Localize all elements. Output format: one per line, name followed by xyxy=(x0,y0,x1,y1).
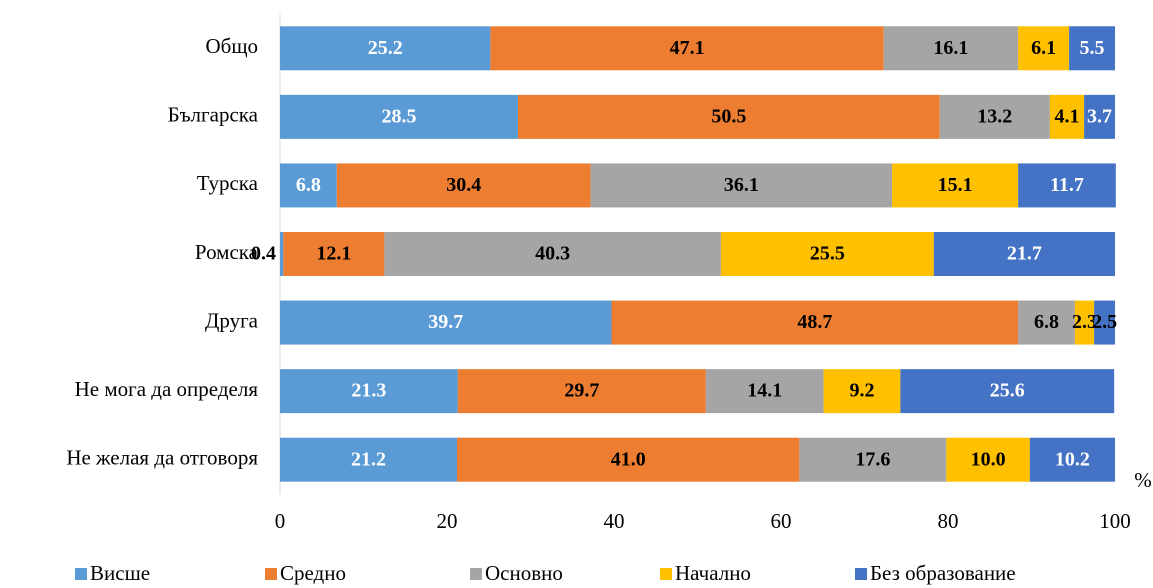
legend-swatch xyxy=(75,568,87,580)
bar-segment xyxy=(1018,163,1116,208)
legend-swatch xyxy=(470,568,482,580)
bar-segment xyxy=(892,163,1019,208)
data-label: 6.8 xyxy=(296,174,321,196)
data-label: 10.0 xyxy=(971,448,1006,470)
bar-segment xyxy=(336,163,591,208)
legend-label: Висше xyxy=(90,561,150,585)
data-label: 29.7 xyxy=(564,380,599,402)
data-label: 2.5 xyxy=(1092,311,1117,333)
data-label: 5.5 xyxy=(1080,37,1105,59)
data-label: 11.7 xyxy=(1050,174,1084,196)
data-label: 17.6 xyxy=(855,448,890,470)
bar-segment xyxy=(946,437,1030,482)
data-label: 4.1 xyxy=(1054,105,1079,127)
data-label: 12.1 xyxy=(316,243,351,265)
data-label: 9.2 xyxy=(849,380,874,402)
legend-label: Основно xyxy=(485,561,563,585)
bar-segment xyxy=(1018,300,1075,345)
bar-segment xyxy=(823,369,901,414)
x-tick-label: 100 xyxy=(1099,509,1131,533)
data-label: 6.8 xyxy=(1034,311,1059,333)
data-label: 21.7 xyxy=(1007,243,1042,265)
bar-segment xyxy=(1074,300,1095,345)
data-label: 10.2 xyxy=(1055,448,1090,470)
bar-segment xyxy=(1094,300,1115,345)
data-label: 2.3 xyxy=(1072,311,1097,333)
data-label: 39.7 xyxy=(428,311,463,333)
data-label: 3.7 xyxy=(1087,105,1112,127)
data-label: 25.5 xyxy=(810,243,845,265)
legend-swatch xyxy=(855,568,867,580)
bar-segment xyxy=(384,232,721,276)
x-tick-label: 0 xyxy=(275,509,286,533)
bar-segment xyxy=(1049,94,1085,139)
bar-segment xyxy=(280,163,337,208)
data-label: 21.2 xyxy=(351,448,386,470)
y-tick-label: Общо xyxy=(205,34,258,58)
y-tick-label: Друга xyxy=(205,308,259,332)
bar-segment xyxy=(280,300,612,345)
legend-label: Без образование xyxy=(870,561,1016,585)
data-label: 28.5 xyxy=(381,105,416,127)
bar-segment xyxy=(799,437,947,482)
bar-segment xyxy=(720,232,934,276)
y-tick-label: Българска xyxy=(168,103,259,127)
data-label: 30.4 xyxy=(446,174,481,196)
y-tick-label: Турска xyxy=(197,171,259,195)
x-tick-label: 60 xyxy=(771,509,792,533)
y-tick-label: Не мога да определя xyxy=(75,377,259,401)
bar-segment xyxy=(939,94,1050,139)
legend-swatch xyxy=(265,568,277,580)
y-tick-label: Ромска xyxy=(195,240,259,264)
bar-segment xyxy=(1084,94,1115,139)
data-label: 36.1 xyxy=(724,174,759,196)
bar-segment xyxy=(283,232,385,276)
data-label: 16.1 xyxy=(933,37,968,59)
data-label: 47.1 xyxy=(670,37,705,59)
data-label: 0.4 xyxy=(251,243,276,265)
bar-segment xyxy=(457,437,800,482)
bar-segment xyxy=(280,437,458,482)
x-tick-label: 40 xyxy=(604,509,625,533)
x-axis-unit: % xyxy=(1134,468,1152,492)
data-label: 40.3 xyxy=(535,243,570,265)
bar-segment xyxy=(883,26,1019,71)
bar-segment xyxy=(1029,437,1115,482)
legend-swatch xyxy=(660,568,672,580)
bar-segment xyxy=(1069,26,1115,71)
bar-segment xyxy=(933,232,1115,276)
legend-label: Средно xyxy=(280,561,346,585)
bar-segment xyxy=(900,369,1115,414)
bar-segment xyxy=(280,232,284,276)
bar-segment xyxy=(590,163,893,208)
data-label: 14.1 xyxy=(747,380,782,402)
bar-segment xyxy=(1018,26,1070,71)
x-tick-label: 80 xyxy=(938,509,959,533)
bar-segment xyxy=(611,300,1019,345)
bar-segment xyxy=(490,26,884,71)
data-label: 41.0 xyxy=(611,448,646,470)
bar-segment xyxy=(280,26,491,71)
data-label: 15.1 xyxy=(938,174,973,196)
data-label: 13.2 xyxy=(977,105,1012,127)
data-label: 21.3 xyxy=(351,380,386,402)
bar-segment xyxy=(280,94,518,139)
x-tick-label: 20 xyxy=(437,509,458,533)
y-tick-label: Не желая да отговоря xyxy=(66,446,258,470)
data-label: 50.5 xyxy=(711,105,746,127)
data-label: 25.6 xyxy=(990,380,1025,402)
bar-segment xyxy=(280,369,458,414)
data-label: 48.7 xyxy=(797,311,832,333)
data-label: 25.2 xyxy=(368,37,403,59)
bar-segment xyxy=(705,369,824,414)
bar-segment xyxy=(457,369,706,414)
legend-label: Начално xyxy=(675,561,751,585)
data-label: 6.1 xyxy=(1031,37,1056,59)
bar-segment xyxy=(517,94,940,139)
